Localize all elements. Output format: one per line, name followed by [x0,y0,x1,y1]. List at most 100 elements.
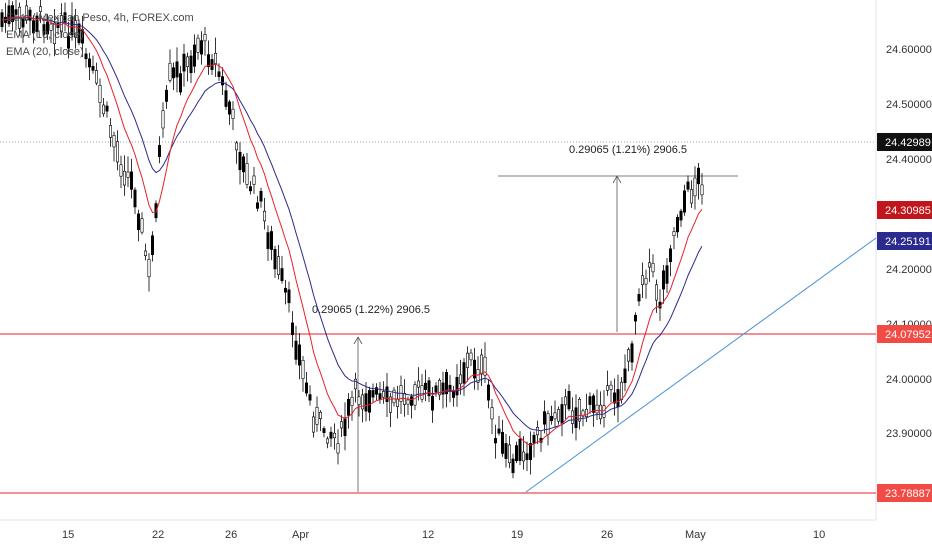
candle-body [112,135,116,148]
candle-body [672,231,676,236]
candle-body [367,390,371,413]
candle-body [133,189,137,208]
x-tick: 26 [225,529,237,541]
candle-body [175,61,179,78]
candle-body [98,84,102,103]
candle-body [7,5,11,25]
candle-body [77,23,81,44]
candle-body [255,202,259,209]
candle-body [353,378,357,390]
candle-body [242,156,246,173]
candle-body [430,395,434,411]
candle-body [462,362,466,384]
candle-body [339,421,343,429]
candle-body [294,340,298,360]
candle-body [514,445,518,462]
candle-body [490,407,494,420]
candle-body [109,125,113,138]
candle-body [308,394,312,401]
candle-body [45,21,49,35]
candle-body [196,37,200,53]
candle-body [528,443,532,460]
y-tick: 24.50000 [886,99,932,111]
candle-body [172,67,176,79]
candle-body [546,413,550,435]
candle-body [67,35,71,49]
x-tick: 19 [511,529,523,541]
candle-body [203,34,207,42]
candle-body [130,171,134,190]
candle-body [392,389,396,404]
candle-body [588,396,592,405]
candle-body [535,427,539,436]
candle-body [364,393,368,412]
candle-body [290,322,294,335]
candle-body [441,382,445,395]
candle-body [31,20,35,34]
candle-body [245,163,249,185]
y-tick: 23.90000 [886,428,932,440]
candle-body [665,265,669,284]
candle-body [42,24,46,35]
candle-body [661,270,665,290]
candle-body [259,190,263,202]
candle-body [193,44,197,67]
y-tick: 24.00000 [886,374,932,386]
candle-body [332,432,336,439]
candle-body [700,184,704,196]
candle-body [252,175,256,185]
candle-body [563,396,567,406]
ema20-price-tag [877,232,932,250]
candle-body [511,458,515,474]
candle-body [675,216,679,233]
candle-body [420,385,424,400]
candle-body [329,431,333,439]
candle-body [224,90,228,107]
candle-body [14,9,18,15]
candle-body [235,142,239,151]
candle-body [542,411,546,425]
candle-body [297,344,301,366]
support-price-value: 23.78887 [885,488,931,500]
x-tick: May [685,529,706,541]
candle-body [182,53,186,72]
candle-body [56,22,60,29]
x-tick: 15 [62,529,74,541]
candle-body [612,392,616,404]
candle-body [525,453,529,461]
candle-body [357,396,361,405]
candle-body [249,186,253,192]
ema20-legend[interactable]: EMA (20, close) [6,46,84,58]
candle-body [38,6,42,12]
candle-body [283,287,287,293]
ema10-legend[interactable]: EMA (10, close) [6,29,84,41]
candle-body [273,249,277,270]
candle-body [126,171,130,178]
trend-line[interactable] [525,237,877,493]
candle-body [637,294,641,302]
candle-body [630,343,634,363]
y-tick: 24.20000 [886,264,932,276]
candle-body [437,379,441,396]
candle-body [696,167,700,185]
candle-body [336,443,340,454]
candle-body [161,110,165,129]
measure-2-label: 0.29065 (1.21%) 2906.5 [569,144,687,156]
symbol-title[interactable]: Euro / Mexican Peso, 4h, FOREX.com [6,12,194,24]
candle-body [269,231,273,250]
candle-body [318,411,322,419]
candle-body [416,380,420,388]
candle-body [200,40,204,55]
candle-body [504,443,508,459]
candle-body [458,374,462,385]
candle-body [549,415,553,422]
candle-body [679,210,683,221]
candle-body [91,66,95,71]
candle-body [518,439,522,461]
ema20-price-value: 24.25191 [885,236,931,248]
candle-body [74,20,78,38]
candlestick-series [0,0,704,479]
candle-body [427,380,431,397]
